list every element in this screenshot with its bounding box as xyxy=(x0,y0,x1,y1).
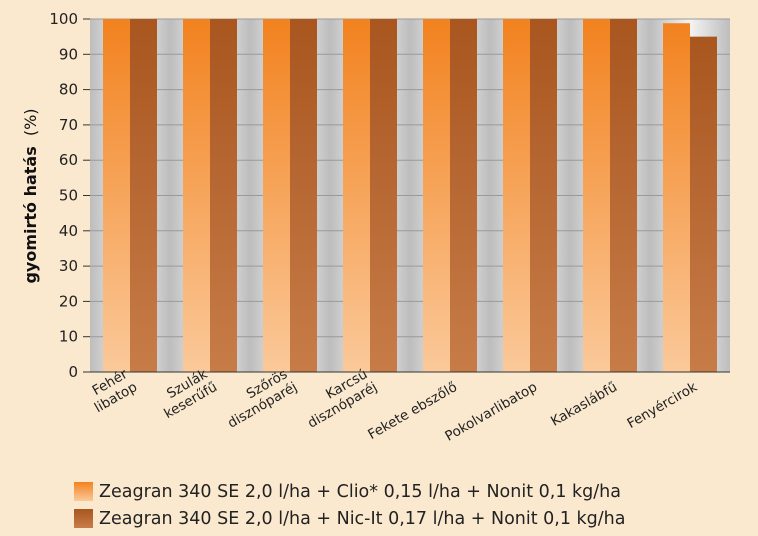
y-tick-label: 30 xyxy=(59,257,78,275)
legend: Zeagran 340 SE 2,0 l/ha + Clio* 0,15 l/h… xyxy=(74,478,626,532)
bar xyxy=(210,19,237,372)
bar xyxy=(183,19,210,372)
plot-area xyxy=(90,18,730,373)
bar xyxy=(503,19,530,372)
y-tick-label: 50 xyxy=(59,187,78,205)
y-tick-label: 70 xyxy=(59,116,78,134)
legend-item: Zeagran 340 SE 2,0 l/ha + Nic-It 0,17 l/… xyxy=(74,505,626,532)
x-tick-label: Fenyércirok xyxy=(624,379,700,432)
bar xyxy=(690,36,717,373)
bar xyxy=(583,19,610,372)
bar xyxy=(663,23,690,373)
y-axis-label-unit: (%) xyxy=(21,108,40,136)
x-tick-label: Szulákkeserűfű xyxy=(153,365,220,422)
bar-chart: 0 10 20 30 40 50 60 70 80 90 100 Fehérlibatop Szulá… xyxy=(21,10,730,445)
y-tick-label: 20 xyxy=(59,292,78,310)
bar xyxy=(103,19,130,372)
bar xyxy=(343,19,370,372)
legend-item: Zeagran 340 SE 2,0 l/ha + Clio* 0,15 l/h… xyxy=(74,478,626,505)
bar xyxy=(610,19,637,372)
x-tick-label: Kakaslábfű xyxy=(548,379,620,430)
y-tick-label: 60 xyxy=(59,151,78,169)
y-tick-label: 40 xyxy=(59,222,78,240)
y-axis-label: gyomirtó hatás (%) xyxy=(21,108,40,283)
bar xyxy=(370,19,397,372)
x-tick-label: Fehérlibatop xyxy=(84,365,140,416)
y-axis-label-title: gyomirtó hatás xyxy=(21,146,40,283)
bar xyxy=(263,19,290,372)
x-tick-label: Karcsúdisznóparéj xyxy=(297,365,380,431)
legend-swatch xyxy=(74,482,93,501)
legend-label: Zeagran 340 SE 2,0 l/ha + Clio* 0,15 l/h… xyxy=(99,481,621,502)
y-tick-label: 10 xyxy=(59,328,78,346)
bar xyxy=(530,19,557,372)
bar xyxy=(130,19,157,372)
bar xyxy=(290,19,317,372)
y-axis: 0 10 20 30 40 50 60 70 80 90 100 xyxy=(49,10,90,381)
y-tick-label: 80 xyxy=(59,81,78,99)
legend-swatch xyxy=(74,509,93,528)
x-axis: Fehérlibatop Szulákkeserűfű Szőrösdisznópa… xyxy=(84,365,730,445)
y-tick-label: 90 xyxy=(59,45,78,63)
x-tick-label-line: Fenyércirok xyxy=(624,379,700,432)
y-tick-label: 0 xyxy=(68,363,78,381)
legend-label: Zeagran 340 SE 2,0 l/ha + Nic-It 0,17 l/… xyxy=(99,508,626,529)
x-tick-label: Szőrösdisznóparéj xyxy=(217,365,300,431)
bar xyxy=(450,19,477,372)
x-tick-label-line: Kakaslábfű xyxy=(548,379,620,430)
y-tick-label: 100 xyxy=(49,10,78,28)
bar xyxy=(423,19,450,372)
